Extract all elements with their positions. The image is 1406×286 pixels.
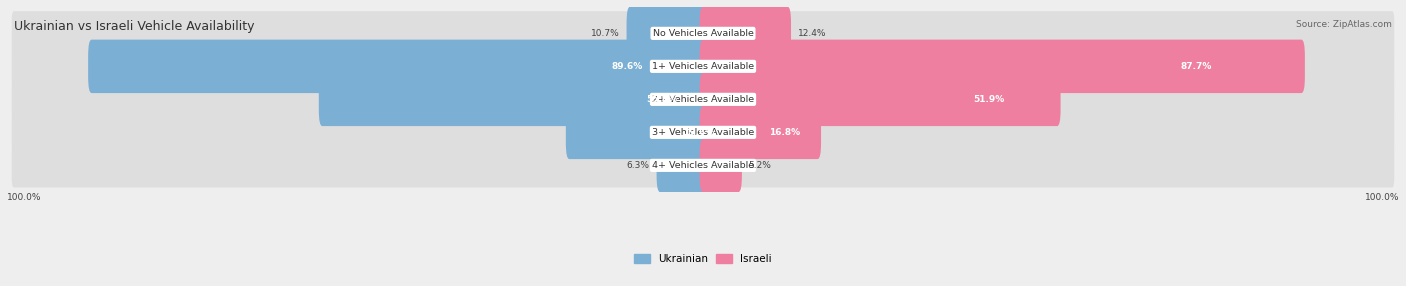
Text: 100.0%: 100.0% [1365,193,1399,202]
Text: 6.3%: 6.3% [627,161,650,170]
FancyBboxPatch shape [11,110,1395,154]
Text: 87.7%: 87.7% [1180,62,1212,71]
Text: 19.6%: 19.6% [683,128,714,137]
Text: 89.6%: 89.6% [612,62,643,71]
FancyBboxPatch shape [700,106,821,159]
Text: 3+ Vehicles Available: 3+ Vehicles Available [652,128,754,137]
Text: 4+ Vehicles Available: 4+ Vehicles Available [652,161,754,170]
FancyBboxPatch shape [11,143,1395,188]
Legend: Ukrainian, Israeli: Ukrainian, Israeli [634,254,772,264]
FancyBboxPatch shape [700,139,742,192]
FancyBboxPatch shape [627,7,706,60]
Text: 1+ Vehicles Available: 1+ Vehicles Available [652,62,754,71]
Text: Ukrainian vs Israeli Vehicle Availability: Ukrainian vs Israeli Vehicle Availabilit… [14,20,254,33]
Text: 5.2%: 5.2% [749,161,772,170]
Text: 12.4%: 12.4% [797,29,827,38]
FancyBboxPatch shape [700,40,1305,93]
FancyBboxPatch shape [319,73,706,126]
FancyBboxPatch shape [657,139,706,192]
Text: Source: ZipAtlas.com: Source: ZipAtlas.com [1296,20,1392,29]
Text: 55.8%: 55.8% [645,95,678,104]
Text: 51.9%: 51.9% [973,95,1004,104]
FancyBboxPatch shape [11,44,1395,88]
Text: 100.0%: 100.0% [7,193,41,202]
Text: 10.7%: 10.7% [591,29,620,38]
FancyBboxPatch shape [700,7,792,60]
FancyBboxPatch shape [700,73,1060,126]
FancyBboxPatch shape [565,106,706,159]
FancyBboxPatch shape [11,77,1395,122]
FancyBboxPatch shape [11,11,1395,55]
FancyBboxPatch shape [89,40,706,93]
Text: 16.8%: 16.8% [769,128,800,137]
Text: No Vehicles Available: No Vehicles Available [652,29,754,38]
Text: 2+ Vehicles Available: 2+ Vehicles Available [652,95,754,104]
